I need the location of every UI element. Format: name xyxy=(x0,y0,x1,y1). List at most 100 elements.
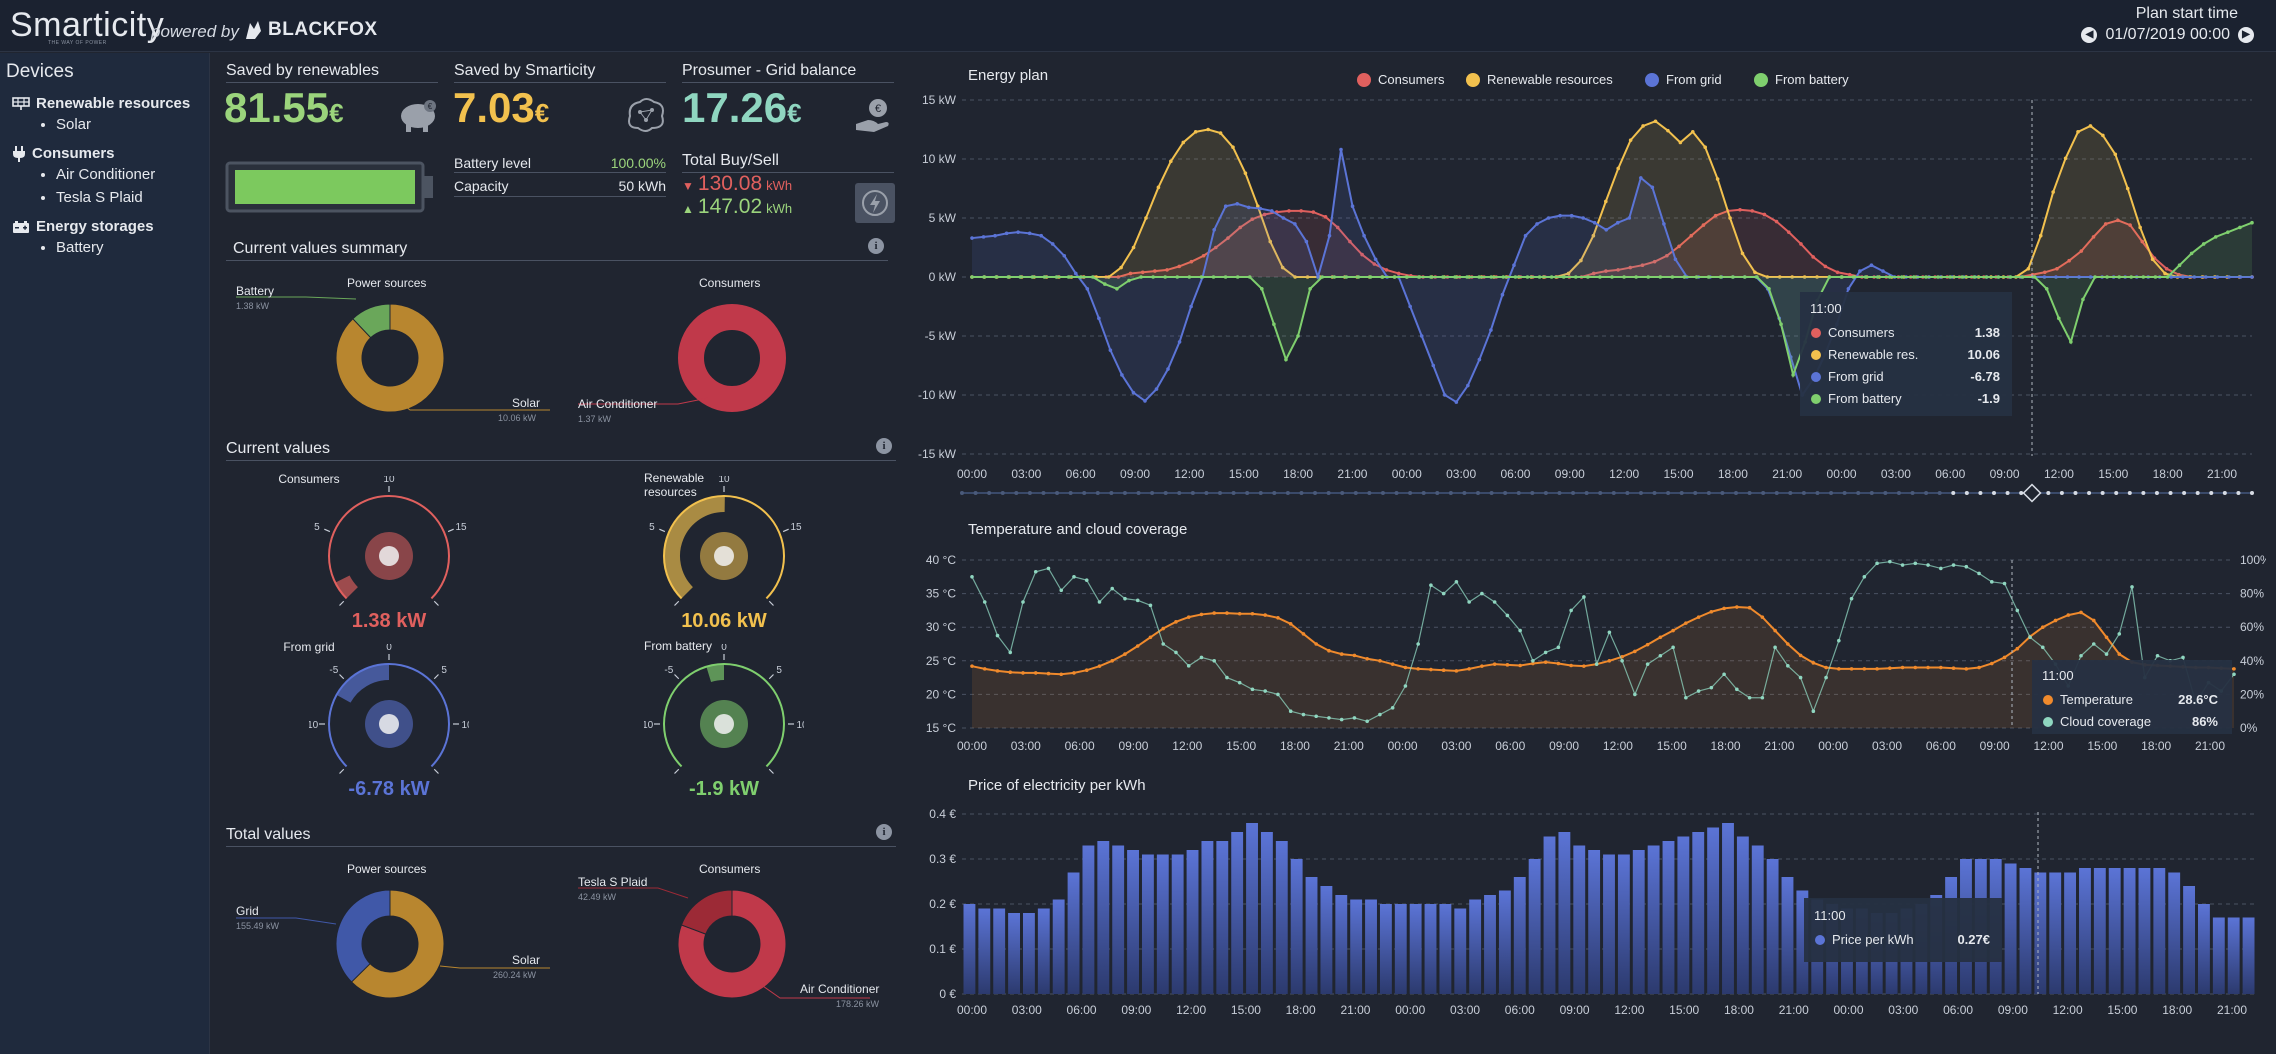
price-bar[interactable] xyxy=(1707,827,1720,995)
price-bar[interactable] xyxy=(1454,908,1467,995)
price-bar[interactable] xyxy=(2093,868,2106,994)
price-bar[interactable] xyxy=(963,904,976,994)
price-bar[interactable] xyxy=(2227,917,2240,995)
price-bar[interactable] xyxy=(1052,899,1065,995)
series-line[interactable] xyxy=(971,561,2235,722)
temperature-chart[interactable]: Temperature and cloud coverage 40 °C 100% 3… xyxy=(910,516,2266,756)
legend-swatch[interactable] xyxy=(1357,73,1371,87)
next-date-button[interactable]: ▶ xyxy=(2238,27,2254,43)
price-bar[interactable] xyxy=(1603,854,1615,995)
price-bar[interactable] xyxy=(1335,895,1348,994)
price-bar[interactable] xyxy=(1365,899,1377,995)
price-bar[interactable] xyxy=(1722,823,1734,994)
price-bar[interactable] xyxy=(2153,868,2166,994)
info-icon[interactable]: i xyxy=(876,824,892,840)
price-bar[interactable] xyxy=(1573,845,1586,995)
price-bar[interactable] xyxy=(1647,845,1660,995)
price-bar[interactable] xyxy=(1022,913,1035,994)
price-bar[interactable] xyxy=(2004,863,2017,995)
price-bar[interactable] xyxy=(993,908,1006,995)
price-bar[interactable] xyxy=(1513,877,1526,994)
price-bar[interactable] xyxy=(2212,917,2225,995)
price-bar[interactable] xyxy=(1781,877,1794,994)
price-bar[interactable] xyxy=(2183,886,2196,994)
series-line[interactable] xyxy=(971,149,2252,404)
price-bar[interactable] xyxy=(1127,850,1139,994)
price-bar[interactable] xyxy=(1736,836,1749,995)
legend-swatch[interactable] xyxy=(1645,73,1659,87)
price-bar[interactable] xyxy=(2034,872,2047,995)
price-bar[interactable] xyxy=(1439,904,1452,994)
price-bar[interactable] xyxy=(1409,904,1422,994)
price-bar[interactable] xyxy=(1275,841,1288,994)
price-bar[interactable] xyxy=(2242,917,2255,995)
price-bar[interactable] xyxy=(1394,904,1407,994)
price-bar[interactable] xyxy=(1498,890,1511,995)
price-bar[interactable] xyxy=(1484,895,1496,994)
price-bar[interactable] xyxy=(1171,854,1184,995)
info-icon[interactable]: i xyxy=(868,238,884,254)
price-bar[interactable] xyxy=(1350,899,1363,995)
price-bar[interactable] xyxy=(1216,841,1229,994)
price-bar[interactable] xyxy=(1528,859,1541,994)
price-bar[interactable] xyxy=(1379,904,1392,994)
price-bar[interactable] xyxy=(1751,845,1764,995)
price-bar[interactable] xyxy=(1112,845,1125,995)
price-bar[interactable] xyxy=(1305,877,1318,994)
price-bar[interactable] xyxy=(1231,832,1244,994)
price-bar[interactable] xyxy=(1156,854,1169,995)
price-bar[interactable] xyxy=(1290,859,1303,994)
app-logo[interactable]: Smarticity xyxy=(10,6,165,44)
price-bar[interactable] xyxy=(1469,899,1482,995)
price-bar[interactable] xyxy=(1632,850,1645,994)
price-bar[interactable] xyxy=(1067,872,1080,995)
sidebar-group-header[interactable]: Renewable resources xyxy=(12,95,209,112)
price-bar[interactable] xyxy=(1424,904,1437,994)
energy-plan-chart[interactable]: Energy plan Consumers Renewable resources F… xyxy=(910,56,2266,506)
price-bar[interactable] xyxy=(1677,836,1690,995)
info-icon[interactable]: i xyxy=(876,438,892,454)
sidebar-item-battery[interactable]: Battery xyxy=(56,239,209,256)
price-bar[interactable] xyxy=(2138,868,2151,994)
prev-date-button[interactable]: ◀ xyxy=(2081,27,2098,43)
price-bar[interactable] xyxy=(1008,913,1020,994)
price-bar[interactable] xyxy=(1558,832,1571,994)
price-bar[interactable] xyxy=(1141,854,1154,995)
series-line[interactable] xyxy=(971,606,2235,676)
price-bar[interactable] xyxy=(1796,890,1809,995)
price-bar[interactable] xyxy=(1201,841,1214,994)
sidebar-item-air-conditioner[interactable]: Air Conditioner xyxy=(56,166,209,183)
price-bar[interactable] xyxy=(2049,872,2062,995)
price-bar[interactable] xyxy=(1097,841,1110,994)
price-bar[interactable] xyxy=(2168,872,2181,995)
price-bar[interactable] xyxy=(1766,859,1779,994)
series-line[interactable] xyxy=(972,120,2252,278)
price-bar[interactable] xyxy=(1037,908,1050,995)
price-chart[interactable]: Price of electricity per kWh 0.4 € 0.3 € 0.… xyxy=(910,772,2266,1024)
sidebar-group-header[interactable]: Energy storages xyxy=(12,218,209,235)
price-bar[interactable] xyxy=(1662,841,1675,994)
price-bar[interactable] xyxy=(1246,823,1258,994)
price-bar[interactable] xyxy=(2064,872,2077,995)
price-bar[interactable] xyxy=(1543,836,1556,995)
price-bar[interactable] xyxy=(1260,832,1273,994)
range-slider-handle[interactable] xyxy=(2022,483,2042,503)
price-bar[interactable] xyxy=(2019,868,2032,994)
sidebar-group-header[interactable]: Consumers xyxy=(12,145,209,162)
price-bar[interactable] xyxy=(1320,886,1333,994)
series-line[interactable] xyxy=(972,208,2252,278)
price-bar[interactable] xyxy=(2108,868,2121,994)
price-bar[interactable] xyxy=(2198,904,2210,994)
price-bar[interactable] xyxy=(1588,850,1601,994)
sidebar-item-tesla[interactable]: Tesla S Plaid xyxy=(56,189,209,206)
price-bar[interactable] xyxy=(1082,845,1095,995)
sidebar-item-solar[interactable]: Solar xyxy=(56,116,209,133)
price-bar[interactable] xyxy=(1186,850,1199,994)
legend-swatch[interactable] xyxy=(1754,73,1768,87)
price-bar[interactable] xyxy=(2079,868,2091,994)
price-bar[interactable] xyxy=(2123,868,2136,994)
price-bar[interactable] xyxy=(1617,854,1630,995)
price-bar[interactable] xyxy=(1692,832,1705,994)
price-bar[interactable] xyxy=(978,908,991,995)
legend-swatch[interactable] xyxy=(1466,73,1480,87)
